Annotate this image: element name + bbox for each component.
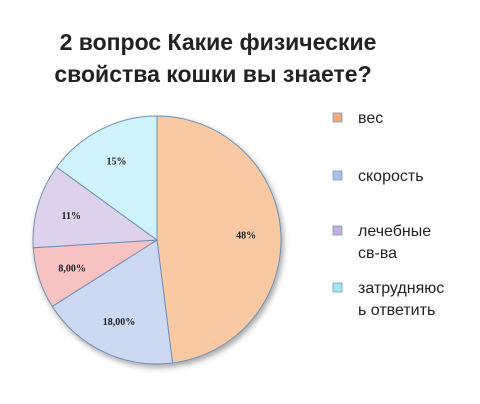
data-labels: 48% 18,00% 8,00% 11% 15% xyxy=(58,156,256,327)
legend-swatch-1 xyxy=(332,170,343,181)
legend-label-4-line-1: ь ответить xyxy=(358,302,435,319)
pie-slices xyxy=(32,115,282,365)
data-label-0: 48% xyxy=(236,230,256,241)
legend-label-3-line-0: лечебные xyxy=(358,223,431,240)
data-label-4: 15% xyxy=(106,156,126,167)
legend-swatch-4 xyxy=(332,282,343,293)
data-label-1: 18,00% xyxy=(103,317,136,328)
data-label-3: 11% xyxy=(62,211,81,222)
pie-slice-0 xyxy=(156,115,282,364)
legend-label-0-line-0: вес xyxy=(358,110,383,127)
pie-slice-4 xyxy=(55,115,158,241)
legend-swatch-3 xyxy=(332,225,343,236)
legend-label-1-line-0: скорость xyxy=(358,168,424,185)
chart-title-line-1: 2 вопрос Какие физические xyxy=(60,29,377,55)
legend: вес скорость лечебные св-ва затрудняюс ь отве… xyxy=(332,110,444,319)
chart-title-line-2: свойства кошки вы знаете? xyxy=(54,61,371,87)
legend-swatch-0 xyxy=(332,112,343,123)
legend-label-4-line-0: затрудняюс xyxy=(358,280,444,297)
pie-slice-3 xyxy=(32,166,159,249)
legend-label-3-line-1: св-ва xyxy=(358,245,397,262)
data-label-2: 8,00% xyxy=(58,264,86,275)
pie-slice-1 xyxy=(51,239,174,365)
